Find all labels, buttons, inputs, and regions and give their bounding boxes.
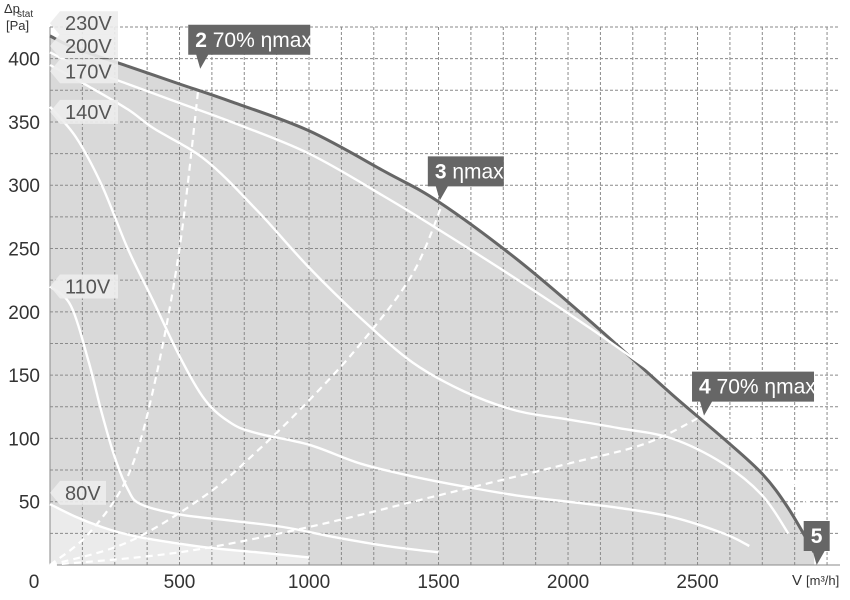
voltage-curves — [49, 34, 816, 559]
y-tick-label: 400 — [8, 50, 40, 71]
voltage-tag-bg — [50, 274, 118, 299]
callout-number: 2 — [195, 29, 207, 52]
callout-label: ηmax — [447, 160, 505, 183]
curve-110v — [49, 285, 439, 554]
callout-box — [427, 156, 504, 201]
callout-number: 5 — [811, 525, 823, 548]
efficiency-line — [49, 199, 445, 567]
callout-label: 70% ηmax — [207, 29, 313, 52]
voltage-label-110v: 110V — [50, 274, 118, 299]
y-tick-label: 250 — [8, 240, 40, 261]
callout-5: 5 — [803, 521, 830, 565]
curve-80v — [49, 503, 310, 559]
x-tick-label: 2000 — [547, 572, 589, 593]
callout-text: 3 ηmax — [435, 160, 504, 183]
voltage-tag-bg — [50, 99, 118, 124]
operating-area-fill — [50, 35, 815, 565]
callout-box — [692, 371, 815, 416]
curve-170v — [49, 63, 790, 535]
y-tick-label: 200 — [8, 303, 40, 324]
x-tick-label: 500 — [164, 572, 196, 593]
efficiency-lines — [49, 71, 704, 567]
efficiency-line — [49, 414, 704, 567]
voltage-tag-text: 140V — [65, 102, 112, 124]
curve-200v — [49, 51, 816, 513]
voltage-label-140v: 140V — [50, 99, 118, 124]
callout-box — [803, 521, 830, 565]
callouts: 2 70% ηmax 3 ηmax 4 70% ηmax 5 — [188, 24, 830, 565]
callout-text: 2 70% ηmax — [195, 29, 312, 52]
callout-number: 3 — [435, 160, 447, 183]
x-tick-label: 1500 — [417, 572, 459, 593]
x-tick-label: 0 — [29, 572, 40, 593]
voltage-label-230v: 230V — [50, 11, 118, 36]
x-axis-title-unit: [m³/h] — [806, 573, 839, 588]
x-tick-label: 1000 — [288, 572, 330, 593]
callout-3: 3 ηmax — [427, 156, 504, 201]
callout-box — [188, 24, 311, 69]
y-axis-title-main: Δp — [4, 1, 20, 16]
callout-label: 70% ηmax — [711, 376, 817, 399]
y-axis-title-sub: stat — [17, 9, 33, 20]
voltage-tag-bg — [50, 11, 118, 36]
callout-number: 4 — [699, 376, 711, 399]
voltage-label-80v: 80V — [50, 480, 106, 505]
curve-140v — [49, 106, 750, 548]
curve-230v — [49, 34, 816, 554]
y-tick-label: 150 — [8, 366, 40, 387]
voltage-tag-text: 230V — [65, 13, 112, 35]
callout-4: 4 70% ηmax — [692, 371, 816, 416]
voltage-tag-text: 80V — [65, 483, 101, 505]
efficiency-line — [49, 71, 202, 566]
callout-2: 2 70% ηmax — [188, 24, 312, 69]
x-axis-title-main: V — [792, 572, 802, 589]
callout-text: 5 — [811, 525, 823, 548]
voltage-label-200v: 200V — [50, 33, 118, 58]
voltage-tag-text: 110V — [65, 277, 111, 299]
voltage-tag-bg — [50, 33, 118, 58]
grid — [49, 26, 840, 566]
x-tick-label: 2500 — [676, 572, 718, 593]
axis-titles: Δp stat [Pa] V [m³/h] — [4, 1, 839, 589]
y-tick-label: 100 — [8, 429, 40, 450]
y-tick-label: 300 — [8, 176, 40, 197]
callout-text: 4 70% ηmax — [699, 376, 816, 399]
y-tick-label: 350 — [8, 113, 40, 134]
voltage-tag-bg — [50, 59, 118, 84]
y-tick-label: 50 — [19, 493, 40, 514]
voltage-label-170v: 170V — [50, 59, 118, 84]
y-axis-title-unit: [Pa] — [6, 18, 29, 33]
operating-area — [50, 35, 815, 565]
voltage-tag-text: 170V — [65, 61, 112, 83]
voltage-tag-text: 200V — [65, 36, 112, 58]
voltage-tag-bg — [50, 480, 106, 505]
tick-labels: 50 100 150 200 250 300 350 400 0 500 1000 1500 2000 2… — [8, 50, 718, 593]
